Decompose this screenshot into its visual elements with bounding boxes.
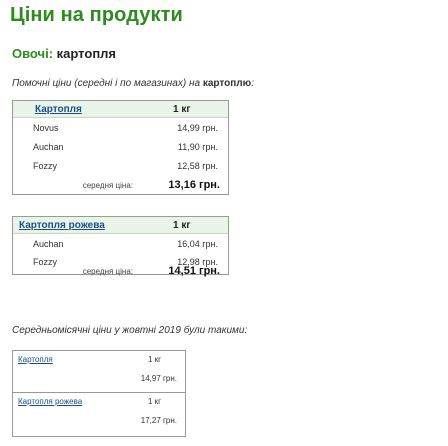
page-title: Ціни на продукти [10, 4, 183, 26]
shop-price: 12,58 грн. [177, 161, 218, 171]
monthly-table: Картопля 1 кг 14,97 грн. Картопля рожева… [12, 350, 186, 437]
shop-price: 16,04 грн. [177, 239, 218, 249]
price-table-kartoplia-rozheva: Картопля рожева 1 кг Auchan 16,04 грн. F… [12, 216, 229, 277]
product-link[interactable]: Картопля рожева [19, 220, 105, 231]
table-row: Картопля 1 кг 14,97 грн. [13, 351, 185, 393]
table-row: Novus 14,99 грн. [13, 118, 228, 137]
shop-name: Fozzy [33, 257, 58, 267]
product-link[interactable]: Картопля [35, 104, 82, 115]
table-row: Auchan 11,90 грн. [13, 137, 228, 156]
intro-suffix: : [251, 78, 254, 89]
average-row: середня ціна: 13,16 грн. [13, 175, 228, 194]
average-value: 13,16 грн. [168, 179, 220, 191]
unit-label: 1 кг [148, 397, 162, 406]
table-header: Картопля 1 кг [13, 101, 228, 118]
shop-name: Auchan [33, 239, 64, 249]
intro-text: Помочні ціни (середні і по магазинах) на… [12, 78, 254, 89]
table-row: Fozzy 12,58 грн. [13, 156, 228, 175]
category-label: Овочі: [12, 46, 54, 61]
product-link[interactable]: Картопля рожева [18, 397, 83, 406]
shop-price: 11,90 грн. [177, 142, 218, 152]
monthly-price: 17,27 грн. [140, 416, 177, 425]
product-link[interactable]: Картопля [18, 355, 53, 364]
monthly-note: Середньомісячні ціни у жовтні 2019 були … [12, 325, 248, 336]
unit-header: 1 кг [173, 104, 191, 115]
shop-price: 12,98 грн. [177, 257, 218, 267]
shop-name: Novus [33, 123, 59, 133]
unit-header: 1 кг [173, 220, 191, 231]
shop-price: 14,99 грн. [177, 123, 218, 133]
shop-name: Auchan [33, 142, 64, 152]
monthly-price: 14,97 грн. [140, 374, 177, 383]
table-header: Картопля рожева 1 кг [13, 217, 228, 234]
unit-label: 1 кг [148, 355, 162, 364]
shop-name: Fozzy [33, 161, 58, 171]
average-value: 14,51 грн. [168, 265, 220, 277]
table-row: Картопля рожева 1 кг 17,27 грн. [13, 393, 185, 436]
page-subtitle: Овочі: картопля [12, 46, 116, 61]
table-row: Auchan 16,04 грн. [13, 234, 228, 252]
average-label: середня ціна: [82, 267, 133, 276]
product-label: картопля [56, 46, 117, 61]
price-table-kartoplia: Картопля 1 кг Novus 14,99 грн. Auchan 11… [12, 100, 229, 195]
average-row: середня ціна: 14,51 грн. [13, 265, 228, 277]
intro-main: Помочні ціни (середні і по магазинах) на [12, 78, 201, 89]
average-label: середня ціна: [82, 181, 133, 190]
table-row: Fozzy 12,98 грн. [13, 252, 228, 270]
intro-product: картоплю [202, 78, 252, 89]
